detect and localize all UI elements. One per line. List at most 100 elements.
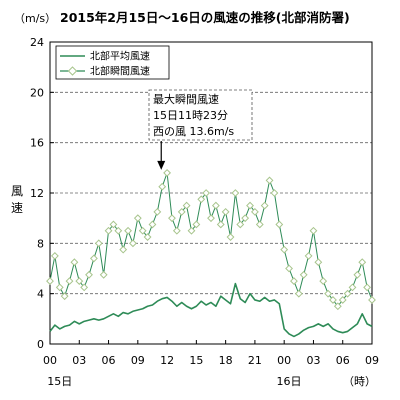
x-tick-label-33: 09 [365,354,379,367]
gust-point-47 [275,220,284,229]
gust-point-45 [265,176,274,185]
gust-point-16 [124,226,132,235]
gust-point-48 [280,245,289,254]
annotation-box [148,89,253,141]
y-axis: 0 4 8 12 16 20 24 [30,36,54,351]
series-line-average [49,282,373,338]
gust-point-1 [50,252,59,260]
gust-point-60 [338,296,347,304]
gust-point-26 [172,226,181,235]
gust-point-40 [241,214,250,223]
gust-point-28 [182,201,191,210]
max-gust-annotation: 最大瞬間風速 15日11時23分 西の風 13.6m/s [148,89,253,170]
gust-point-33 [207,214,215,223]
gust-point-42 [251,207,259,216]
y-tick-label-24: 24 [30,36,44,49]
gust-point-22 [153,207,162,216]
gust-point-59 [333,302,342,311]
gust-point-35 [216,220,225,229]
gust-point-2 [55,283,64,292]
gust-point-39 [236,220,245,229]
y-tick-label-4: 4 [37,288,44,301]
x-tick-label-27: 03 [306,354,320,367]
gust-point-7 [80,283,89,292]
annotation-line-1: 最大瞬間風速 [153,92,219,106]
y-axis-label-2: 速 [11,201,23,215]
x-tick-label-9: 09 [131,354,145,367]
gust-point-34 [211,201,220,210]
gust-point-12 [104,226,113,235]
gust-point-36 [221,207,230,216]
gust-point-65 [363,283,372,292]
gust-point-13 [109,220,118,229]
gust-point-32 [202,189,211,197]
x-tick-label-15: 15 [189,354,203,367]
y-tick-label-20: 20 [30,86,44,99]
gust-point-4 [65,277,74,285]
gust-point-46 [270,189,279,197]
x-tick-label-3: 03 [72,354,86,367]
gust-point-61 [343,289,352,298]
gust-point-55 [314,258,323,267]
gust-point-23 [158,182,167,191]
gust-point-50 [290,277,298,285]
gust-point-58 [329,296,337,304]
gust-point-52 [299,270,308,279]
x-tick-label-24: 00 [277,354,291,367]
day-label-15日: 15日 [47,375,72,388]
gust-point-20 [143,233,152,241]
x-tick-label-30: 06 [336,354,350,367]
gust-point-53 [304,252,313,260]
gust-point-24 [163,168,171,177]
x-tick-label-18: 18 [219,354,233,367]
x-tick-label-0: 00 [43,354,57,367]
gust-point-8 [85,270,93,279]
gust-point-30 [192,220,201,229]
legend: 北部平均風速 北部瞬間風速 [55,45,170,80]
y-axis-label-1: 風 [11,184,23,198]
legend-gust-label: 北部瞬間風速 [90,65,150,78]
gust-point-54 [309,226,318,235]
x-axis: 00 03 06 09 12 15 18 21 00 03 06 09 15日 16日 （時） [43,340,379,388]
legend-avg-label: 北部平均風速 [90,50,150,63]
gust-point-44 [260,201,269,210]
gust-point-51 [294,289,303,298]
gust-point-10 [94,239,103,248]
gust-point-0 [46,277,54,285]
gust-point-38 [231,189,240,197]
gust-point-56 [319,277,328,285]
y-tick-label-12: 12 [30,187,44,200]
chart-title: 2015年2月15日～16日の風速の推移(北部消防署) [60,10,350,25]
gust-point-15 [119,245,128,254]
gust-point-3 [60,292,69,301]
gust-point-41 [246,201,254,210]
gust-point-43 [255,220,264,229]
gust-point-27 [177,207,186,216]
gust-point-64 [358,258,367,267]
x-tick-label-12: 12 [160,354,174,367]
gust-point-37 [226,233,235,241]
gust-point-25 [168,214,176,223]
x-unit-label: （時） [343,375,376,388]
y-tick-label-0: 0 [37,338,44,351]
gust-point-49 [285,264,293,273]
annotation-arrow-head [157,160,166,170]
series-group [46,168,376,338]
y-unit-label: （m/s） [14,12,56,25]
gust-point-14 [114,226,123,235]
x-tick-label-6: 06 [102,354,116,367]
gust-point-21 [148,220,157,229]
gust-point-66 [368,296,376,304]
y-tick-label-16: 16 [30,137,44,150]
day-label-16日: 16日 [277,375,302,388]
gust-point-9 [90,254,98,263]
gust-point-31 [197,195,206,204]
legend-gust-marker [67,66,78,76]
y-tick-label-8: 8 [37,237,44,250]
gust-point-62 [348,283,357,292]
x-tick-label-21: 21 [248,354,262,367]
legend-box [55,45,170,80]
gust-point-29 [187,226,196,235]
gust-point-57 [324,289,332,298]
